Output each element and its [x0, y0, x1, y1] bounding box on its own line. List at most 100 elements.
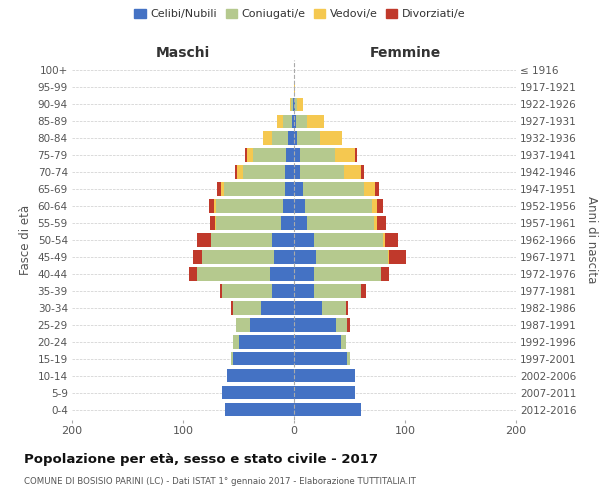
Bar [285, 166, 294, 178]
Bar [299, 166, 344, 178]
Bar [197, 234, 211, 246]
Text: Maschi: Maschi [156, 46, 210, 60]
Legend: Celibi/Nubili, Coniugati/e, Vedovi/e, Divorziati/e: Celibi/Nubili, Coniugati/e, Vedovi/e, Di… [131, 6, 469, 22]
Bar [294, 98, 295, 111]
Bar [389, 250, 406, 264]
Bar [274, 250, 294, 264]
Bar [250, 318, 294, 332]
Bar [294, 132, 298, 144]
Bar [316, 250, 388, 264]
Bar [303, 182, 364, 196]
Bar [283, 114, 292, 128]
Bar [347, 318, 349, 332]
Bar [380, 268, 389, 280]
Bar [336, 318, 347, 332]
Bar [233, 336, 239, 348]
Bar [236, 318, 250, 332]
Bar [294, 80, 295, 94]
Bar [294, 268, 314, 280]
Bar [217, 182, 221, 196]
Bar [294, 318, 336, 332]
Bar [269, 268, 294, 280]
Bar [272, 284, 294, 298]
Bar [298, 132, 320, 144]
Bar [283, 200, 294, 212]
Bar [193, 250, 202, 264]
Bar [299, 148, 335, 162]
Bar [294, 148, 299, 162]
Bar [372, 200, 377, 212]
Bar [227, 369, 294, 382]
Bar [272, 132, 289, 144]
Bar [239, 336, 294, 348]
Bar [355, 148, 357, 162]
Bar [235, 166, 238, 178]
Bar [209, 216, 215, 230]
Bar [296, 114, 307, 128]
Bar [307, 216, 374, 230]
Bar [314, 268, 380, 280]
Bar [335, 148, 355, 162]
Bar [375, 182, 379, 196]
Bar [253, 148, 286, 162]
Bar [377, 200, 383, 212]
Y-axis label: Anni di nascita: Anni di nascita [585, 196, 598, 284]
Bar [294, 336, 341, 348]
Bar [347, 352, 349, 366]
Bar [286, 148, 294, 162]
Bar [346, 302, 349, 314]
Bar [314, 284, 361, 298]
Bar [294, 302, 322, 314]
Bar [364, 182, 375, 196]
Bar [294, 369, 355, 382]
Bar [225, 403, 294, 416]
Bar [295, 98, 298, 111]
Bar [247, 148, 253, 162]
Text: Popolazione per età, sesso e stato civile - 2017: Popolazione per età, sesso e stato civil… [24, 452, 378, 466]
Bar [222, 386, 294, 400]
Bar [231, 302, 233, 314]
Bar [388, 250, 389, 264]
Bar [341, 336, 346, 348]
Bar [294, 234, 314, 246]
Bar [245, 148, 247, 162]
Bar [377, 216, 386, 230]
Bar [298, 98, 303, 111]
Bar [238, 166, 243, 178]
Bar [272, 234, 294, 246]
Bar [202, 250, 274, 264]
Bar [281, 216, 294, 230]
Bar [374, 216, 377, 230]
Bar [307, 114, 324, 128]
Bar [233, 352, 294, 366]
Bar [277, 114, 283, 128]
Bar [211, 234, 272, 246]
Bar [289, 132, 294, 144]
Bar [293, 98, 294, 111]
Bar [294, 182, 303, 196]
Bar [222, 284, 272, 298]
Bar [361, 284, 366, 298]
Bar [263, 132, 272, 144]
Bar [216, 200, 283, 212]
Text: Femmine: Femmine [370, 46, 440, 60]
Bar [292, 114, 294, 128]
Bar [294, 114, 296, 128]
Bar [320, 132, 342, 144]
Bar [231, 352, 233, 366]
Bar [209, 200, 214, 212]
Bar [214, 200, 217, 212]
Bar [294, 166, 299, 178]
Bar [224, 182, 285, 196]
Bar [344, 166, 361, 178]
Bar [385, 234, 398, 246]
Bar [294, 216, 307, 230]
Bar [215, 216, 217, 230]
Text: COMUNE DI BOSISIO PARINI (LC) - Dati ISTAT 1° gennaio 2017 - Elaborazione TUTTIT: COMUNE DI BOSISIO PARINI (LC) - Dati IST… [24, 478, 416, 486]
Bar [322, 302, 346, 314]
Bar [260, 302, 294, 314]
Bar [233, 302, 260, 314]
Bar [294, 284, 314, 298]
Bar [294, 386, 355, 400]
Bar [290, 98, 293, 111]
